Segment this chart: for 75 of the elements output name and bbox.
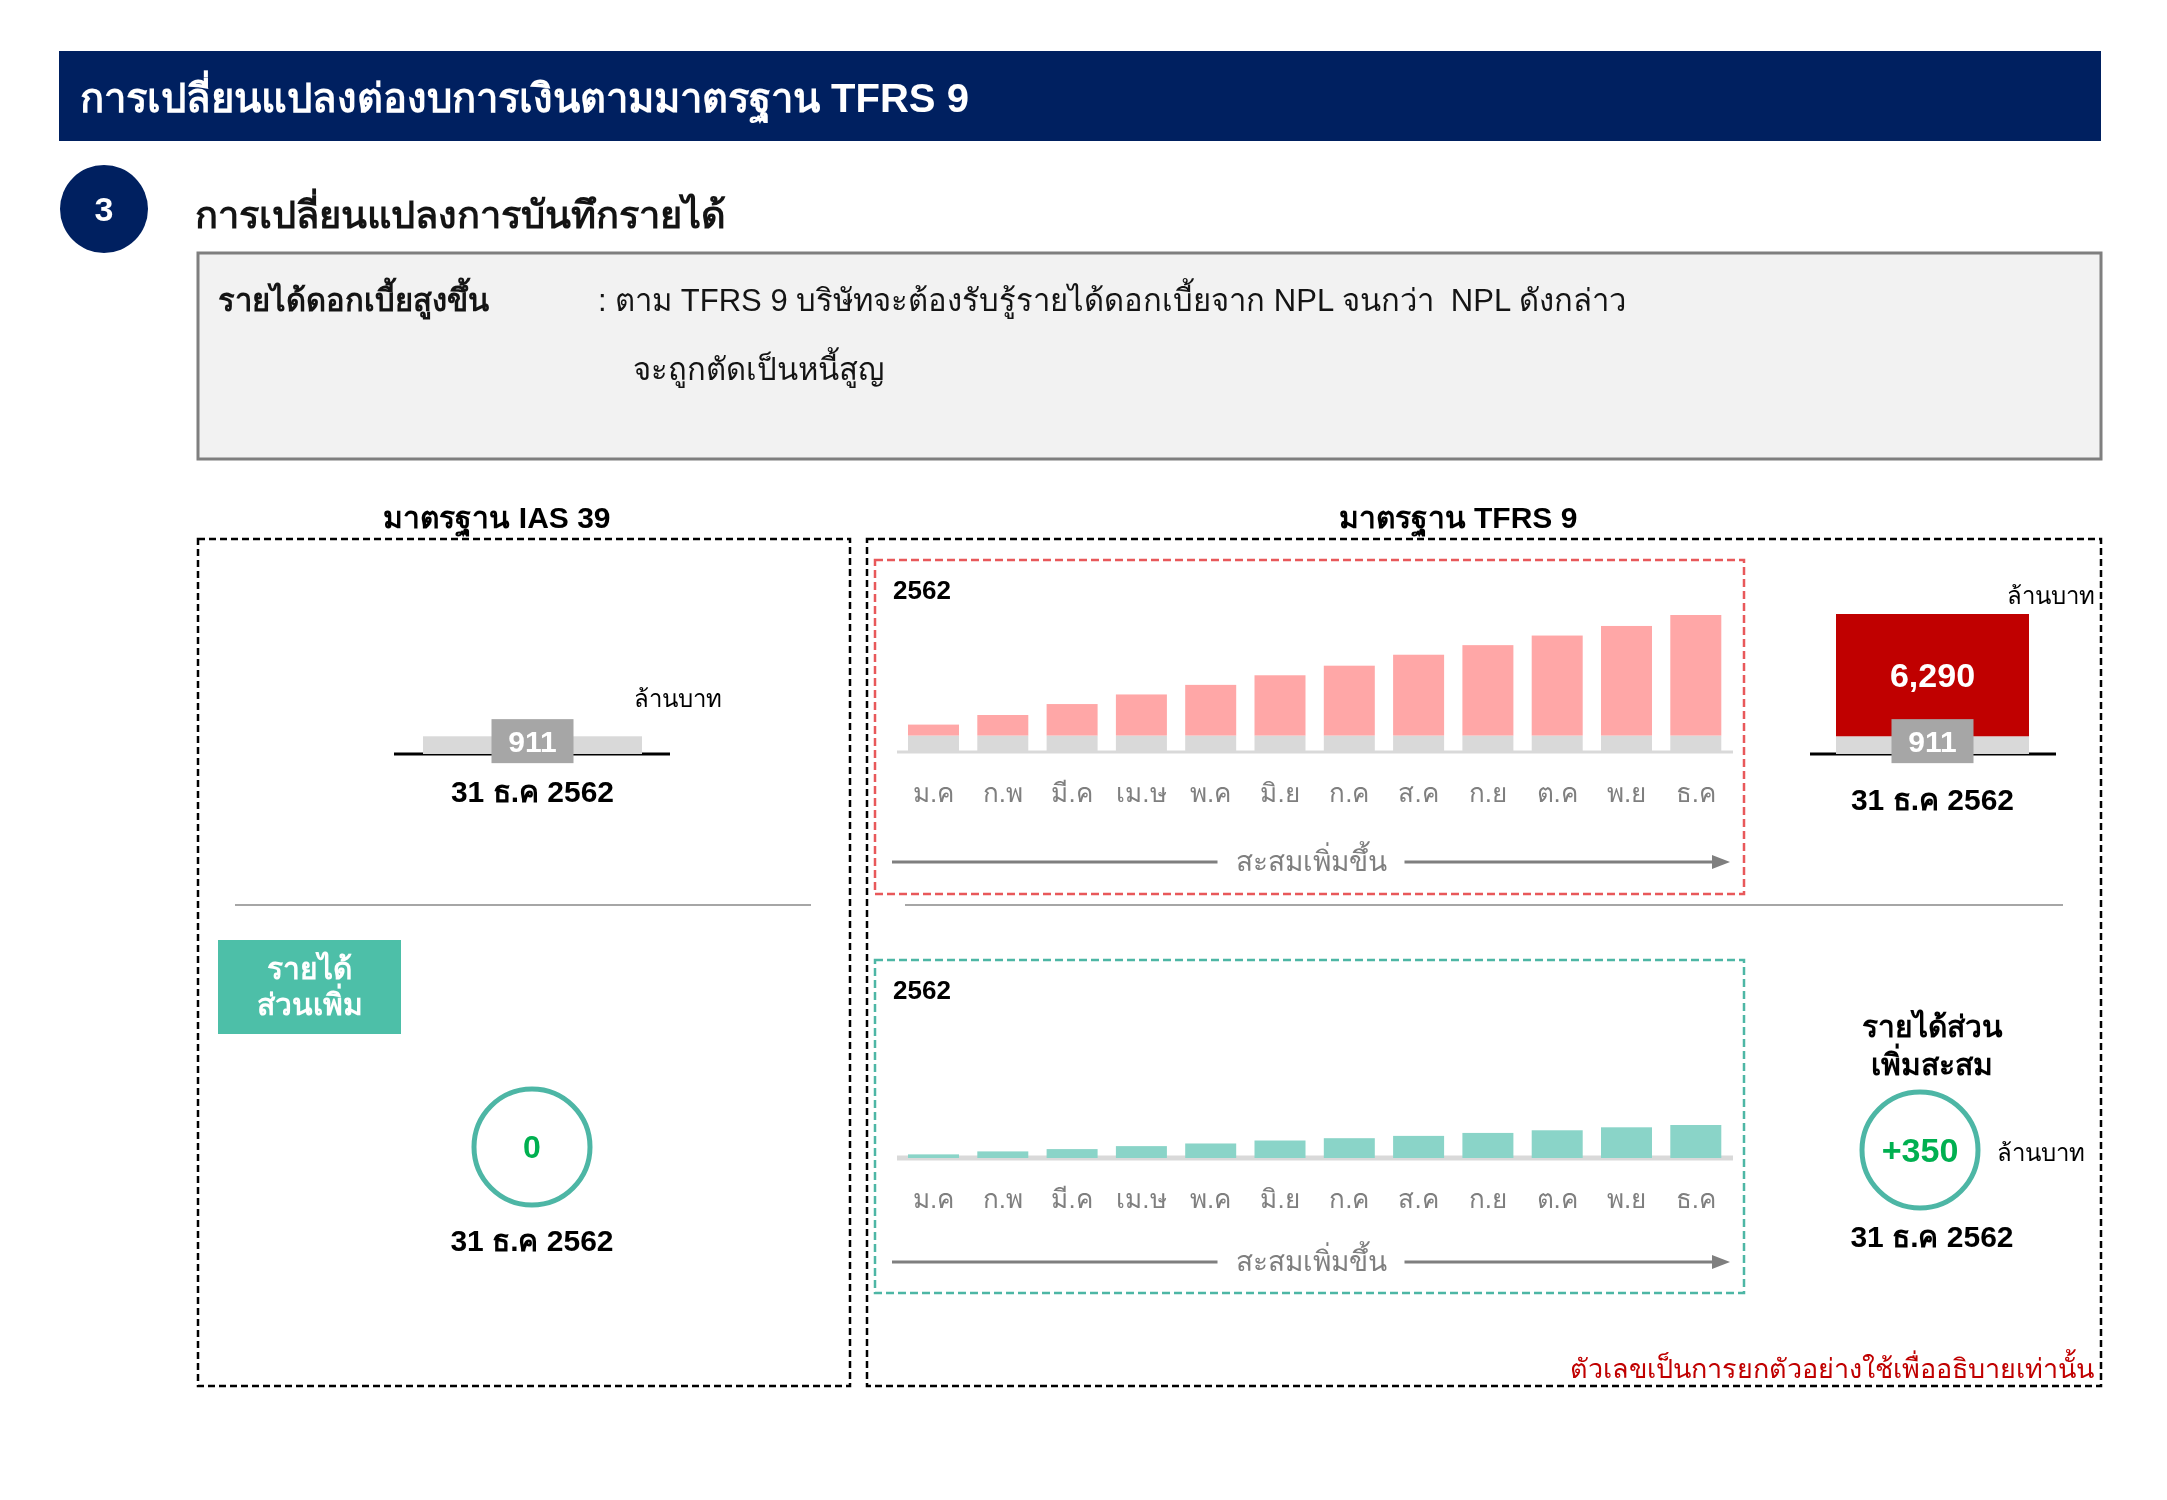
bar — [1115, 1146, 1167, 1158]
chart-title: มาตรฐาน IAS 39 — [383, 501, 611, 538]
text: รายได้ดอกเบี้ยสูงขึ้น — [218, 277, 489, 320]
x-tick-label: พ.ค — [1190, 1184, 1232, 1214]
x-tick-label: ก.พ — [982, 778, 1023, 808]
bar — [1601, 1127, 1652, 1158]
y-axis-title: ล้านบาท — [634, 685, 722, 712]
x-tick-label: ก.ค — [1329, 778, 1370, 808]
x-axis-title: สะสมเพิ่มขึ้น — [1235, 841, 1387, 877]
x-tick-label: ต.ค — [1536, 1184, 1578, 1214]
x-tick-label: มี.ค — [1051, 1184, 1093, 1214]
x-tick-label: ม.ค — [912, 778, 955, 808]
text: รายได้ส่วนเพิ่มสะสม — [1860, 1008, 2004, 1083]
text: จะถูกตัดเป็นหนี้สูญ — [633, 347, 884, 388]
text: 0 — [523, 1129, 541, 1165]
bar — [1393, 654, 1445, 736]
bar — [1670, 615, 1722, 736]
x-tick-label: พ.ย — [1606, 778, 1647, 808]
x-tick-label: ส.ค — [1398, 778, 1439, 808]
x-tick-label: ก.ย — [1468, 778, 1508, 808]
bar — [1323, 1138, 1375, 1158]
x-tick-label: เม.ษ — [1116, 1184, 1167, 1214]
bar — [977, 715, 1029, 736]
bar — [1462, 1132, 1514, 1158]
chart-title: มาตรฐาน TFRS 9 — [1338, 501, 1578, 538]
x-tick-label: ธ.ค — [1675, 1184, 1716, 1214]
x-tick-label: พ.ย — [1606, 1184, 1647, 1214]
x-tick-label: ม.ค — [912, 1184, 955, 1214]
text: 31 ธ.ค 2562 — [1850, 1220, 2014, 1253]
text: +350 — [1881, 1131, 1959, 1169]
bar — [1254, 675, 1306, 736]
text: ล้านบาท — [2007, 582, 2095, 609]
x-tick-label: มี.ค — [1051, 778, 1093, 808]
x-tick-label: 31 ธ.ค 2562 — [450, 775, 615, 808]
bar — [1185, 1143, 1237, 1158]
bar — [1531, 635, 1583, 736]
bar — [1601, 625, 1652, 736]
bar — [1531, 1130, 1583, 1158]
bar — [1046, 704, 1098, 736]
bar — [1115, 694, 1167, 736]
bar — [1670, 1125, 1722, 1158]
text: 31 ธ.ค 2562 — [450, 1224, 614, 1257]
bar — [1254, 1140, 1306, 1158]
bar — [1323, 665, 1375, 736]
x-tick-label: ธ.ค — [1675, 778, 1716, 808]
x-tick-label: ส.ค — [1398, 1184, 1439, 1214]
bar — [1462, 645, 1514, 736]
bar — [908, 724, 959, 736]
x-tick-label: ก.ย — [1468, 1184, 1508, 1214]
x-tick-label: พ.ค — [1190, 778, 1232, 808]
text: รายได้ส่วนเพิ่ม — [255, 951, 364, 1023]
bar — [977, 1151, 1029, 1158]
x-tick-label: ก.ค — [1329, 1184, 1370, 1214]
bar — [1393, 1135, 1445, 1158]
text: ล้านบาท — [1997, 1139, 2085, 1166]
x-tick-label: ก.พ — [982, 1184, 1023, 1214]
x-tick-label: ต.ค — [1536, 778, 1578, 808]
chart-subtitle: 2562 — [893, 975, 951, 1005]
x-axis-title: สะสมเพิ่มขึ้น — [1235, 1241, 1387, 1277]
text: 3 — [94, 190, 114, 228]
bar — [1185, 684, 1237, 736]
text: การเปลี่ยนแปลงต่องบการเงินตามมาตรฐาน TFRS 9 — [80, 70, 969, 125]
data-label: 6,290 — [1889, 656, 1976, 695]
x-tick-label: เม.ษ — [1116, 778, 1167, 808]
x-tick-label: มิ.ย — [1260, 1184, 1300, 1214]
data-label: 911 — [508, 724, 557, 758]
bar — [908, 1154, 959, 1158]
text: ตัวเลขเป็นการยกตัวอย่างใช้เพื่ออธิบายเท่านั้น — [1570, 1349, 2094, 1384]
bar — [1046, 1149, 1098, 1158]
text: : ตาม TFRS 9 บริษัทจะต้องรับรู้รายได้ดอกเบี้ยจาก NPL จนกว่า NPL ดังกล่าว — [598, 278, 1626, 319]
chart-subtitle: 2562 — [893, 575, 951, 605]
text: การเปลี่ยนแปลงการบันทึกรายได้ — [195, 188, 726, 236]
x-tick-label: 31 ธ.ค 2562 — [1850, 783, 2015, 816]
data-label: 911 — [1908, 724, 1957, 758]
x-tick-label: มิ.ย — [1260, 778, 1300, 808]
